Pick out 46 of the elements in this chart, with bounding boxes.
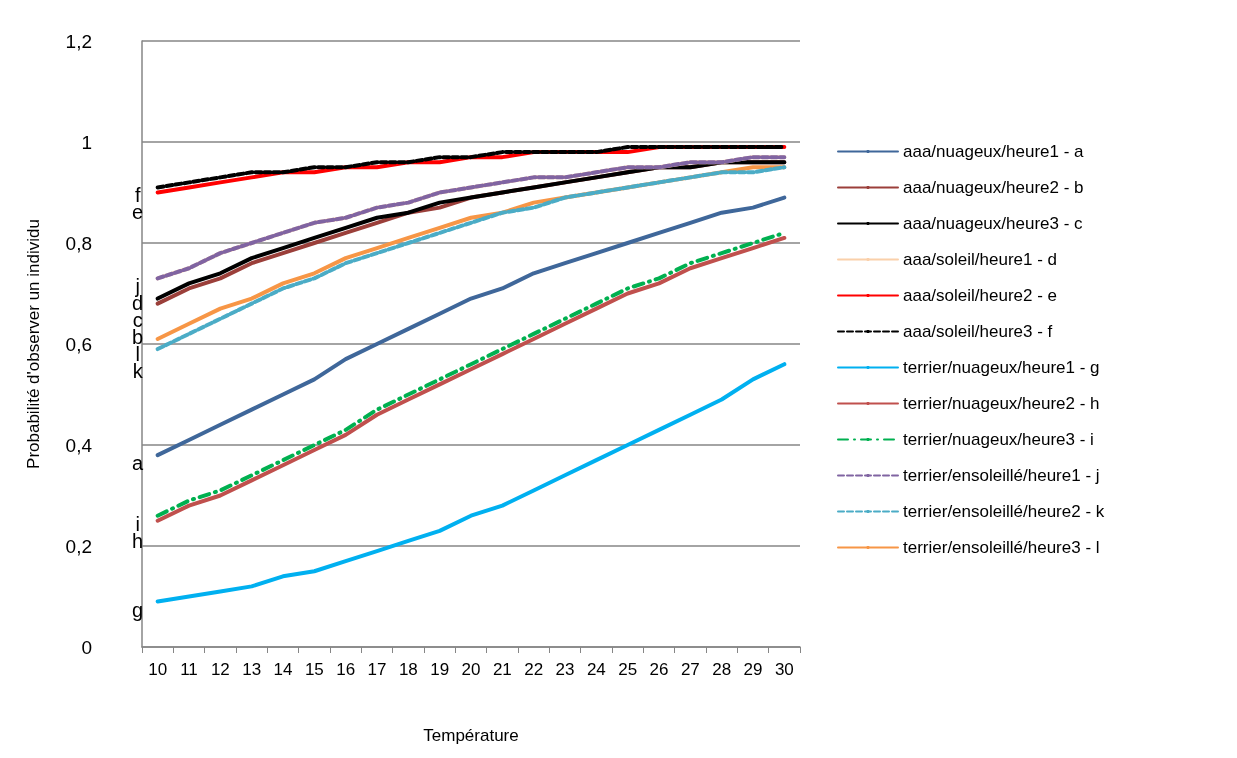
x-tick-label: 16	[336, 660, 356, 679]
y-tick-label: 0	[81, 636, 92, 658]
x-tick-label: 18	[398, 660, 418, 679]
legend-label: terrier/nuageux/heure2 - h	[903, 394, 1100, 413]
y-axis-title: Probabilité d'observer un individu	[24, 219, 43, 469]
x-tick-label: 24	[586, 660, 606, 679]
x-tick-label: 19	[430, 660, 450, 679]
legend-label: aaa/nuageux/heure1 - a	[903, 142, 1085, 161]
x-tick-label: 29	[743, 660, 763, 679]
y-tick-label: 0,8	[65, 232, 92, 254]
legend-label: aaa/nuageux/heure3 - c	[903, 214, 1084, 233]
x-axis-title: Température	[423, 726, 519, 745]
x-tick-label: 22	[524, 660, 544, 679]
x-tick-label: 11	[180, 660, 198, 679]
legend-label: aaa/soleil/heure3 - f	[903, 322, 1053, 341]
legend-label: aaa/soleil/heure1 - d	[903, 250, 1058, 269]
annotation: i	[135, 512, 140, 535]
x-tick-label: 28	[712, 660, 732, 679]
legend-label: terrier/ensoleillé/heure2 - k	[903, 502, 1105, 521]
x-tick-label: 13	[242, 660, 262, 679]
legend-label: aaa/soleil/heure2 - e	[903, 286, 1058, 305]
x-tick-label: 26	[649, 660, 669, 679]
x-tick-label: 23	[555, 660, 575, 679]
x-tick-label: 10	[148, 660, 168, 679]
legend-label: terrier/ensoleillé/heure3 - l	[903, 538, 1100, 557]
legend-label: terrier/nuageux/heure3 - i	[903, 430, 1094, 449]
x-tick-label: 25	[618, 660, 638, 679]
legend-label: terrier/ensoleillé/heure1 - j	[903, 466, 1100, 485]
annotation: a	[132, 452, 145, 475]
x-tick-label: 27	[680, 660, 700, 679]
legend-label: aaa/nuageux/heure2 - b	[903, 178, 1084, 197]
x-tick-label: 15	[304, 660, 324, 679]
x-tick-label: 14	[273, 660, 293, 679]
x-tick-label: 12	[210, 660, 230, 679]
x-tick-label: 30	[774, 660, 794, 679]
y-tick-label: 1	[81, 131, 92, 153]
annotation: g	[132, 598, 144, 621]
legend-label: terrier/nuageux/heure1 - g	[903, 358, 1100, 377]
y-tick-label: 0,4	[65, 434, 93, 456]
annotation: j	[134, 275, 140, 298]
y-tick-label: 0,2	[65, 535, 92, 557]
y-tick-label: 0,6	[65, 333, 92, 355]
y-tick-label: 1,2	[65, 30, 92, 52]
x-tick-label: 20	[461, 660, 481, 679]
x-tick-label: 21	[492, 660, 512, 679]
x-tick-label: 17	[367, 660, 387, 679]
